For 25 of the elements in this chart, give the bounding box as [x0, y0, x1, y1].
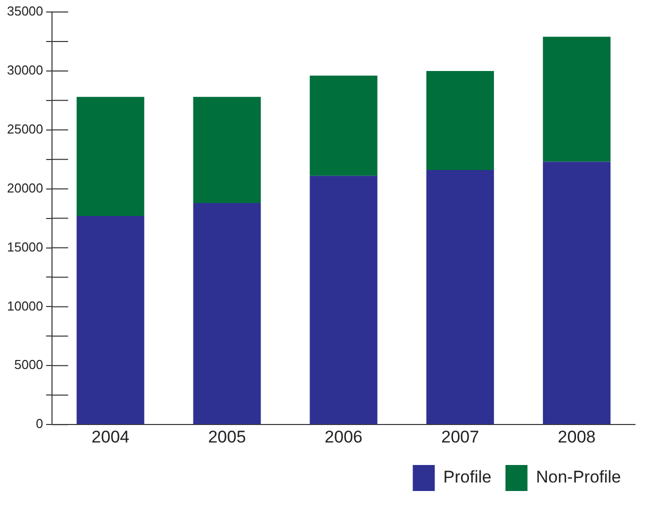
y-tick-label: 20000	[6, 180, 44, 196]
y-tick-label: 15000	[6, 239, 44, 254]
bar	[310, 76, 378, 176]
x-tick-label: 2008	[558, 427, 596, 446]
y-tick-label: 35000	[6, 4, 44, 19]
bar	[542, 36, 611, 162]
legend-label: Non-Profile	[536, 468, 622, 487]
bar	[193, 202, 261, 424]
x-tick-label: 2004	[92, 427, 130, 446]
bar	[310, 176, 378, 424]
x-tick-label: 2006	[324, 427, 362, 446]
bar	[426, 170, 494, 424]
x-tick-label: 2007	[441, 427, 480, 446]
y-tick-label: 25000	[6, 121, 44, 136]
bar	[193, 96, 261, 203]
bar	[76, 96, 144, 216]
legend-label: Profile	[443, 468, 492, 487]
y-tick-label: 0	[36, 416, 44, 432]
y-tick-label: 10000	[6, 298, 44, 314]
bar	[76, 216, 144, 424]
y-tick-label: 30000	[6, 62, 44, 78]
x-tick-label: 2005	[208, 427, 246, 446]
y-tick-label: 5000	[14, 357, 44, 372]
bar	[426, 70, 494, 170]
bar	[542, 162, 611, 424]
